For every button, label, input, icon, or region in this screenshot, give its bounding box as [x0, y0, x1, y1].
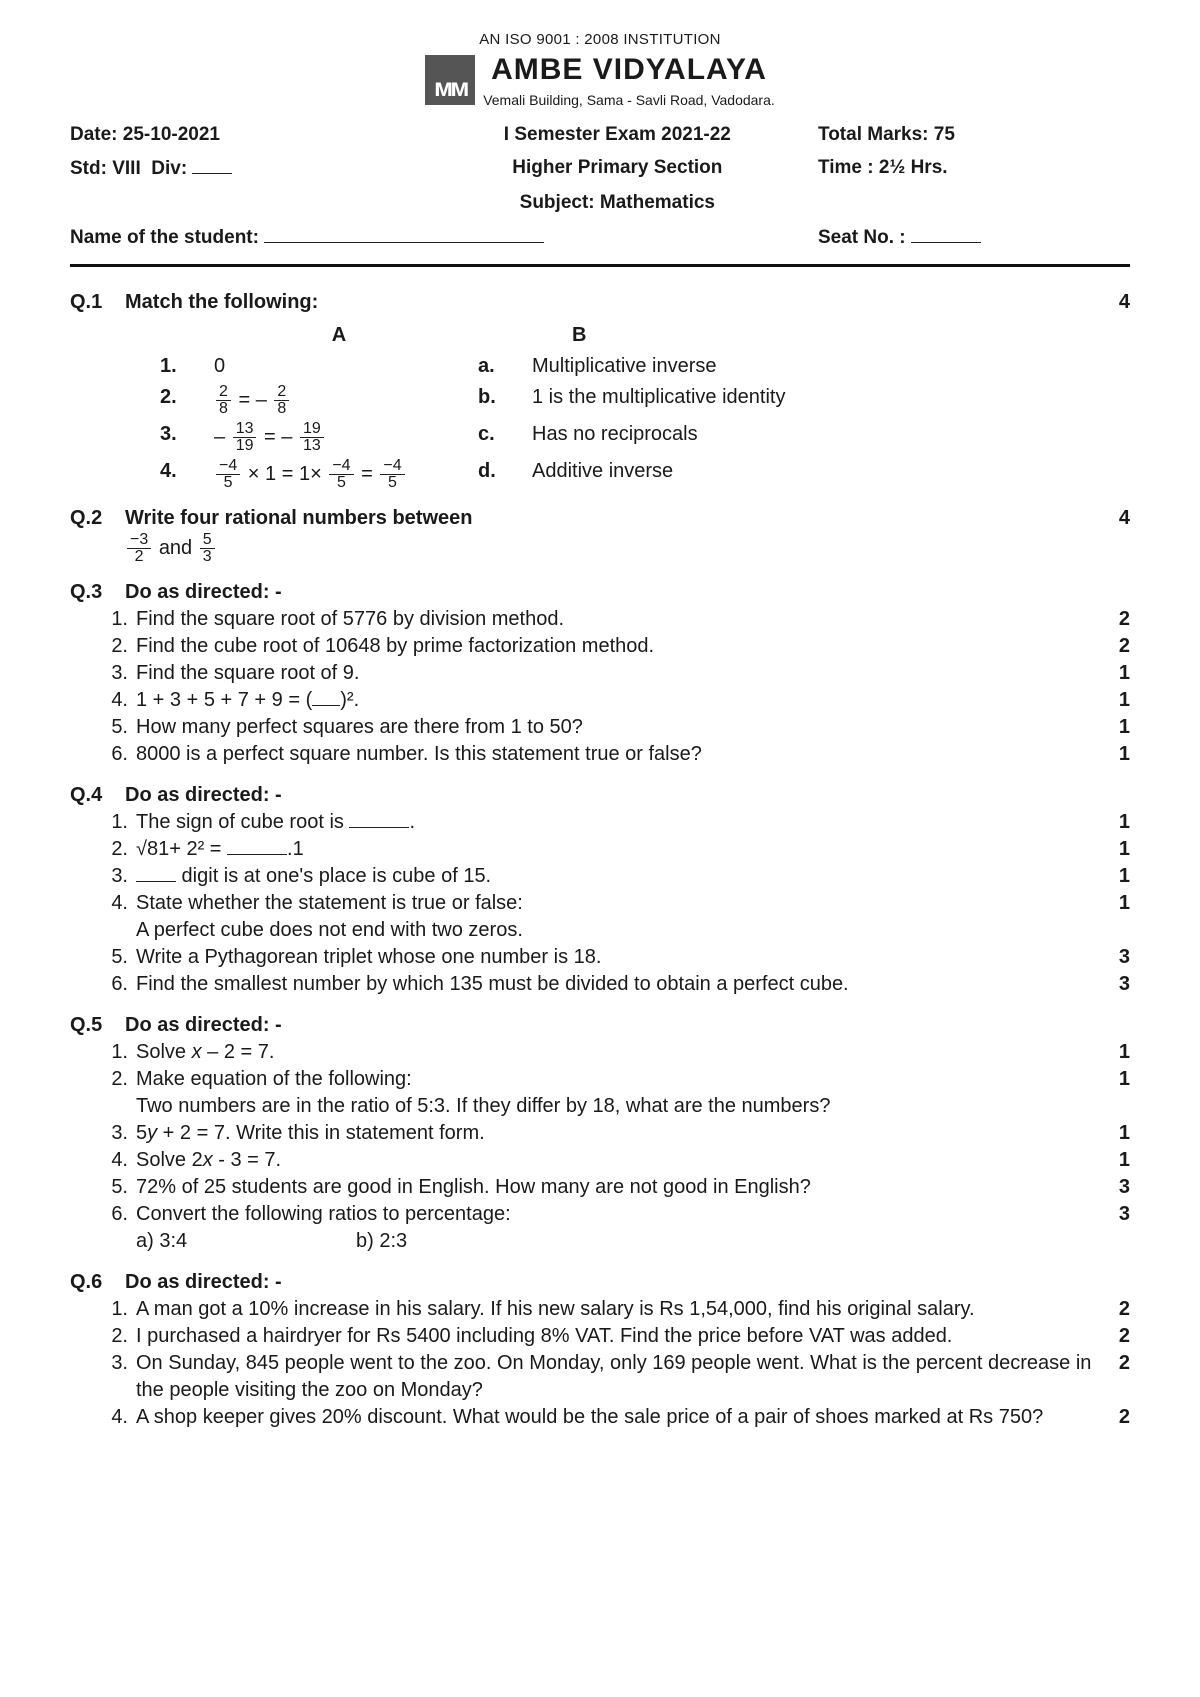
- q3-2: Find the cube root of 10648 by prime fac…: [136, 633, 1100, 660]
- date-value: 25-10-2021: [123, 124, 220, 145]
- b3-text: Has no reciprocals: [532, 421, 1130, 454]
- b4-text: Additive inverse: [532, 458, 1130, 491]
- q2-range: −32 and 53: [125, 537, 217, 559]
- q5-title: Do as directed: -: [125, 1012, 1100, 1039]
- school-address: Vemali Building, Sama - Savli Road, Vado…: [483, 91, 775, 110]
- q3-5: How many perfect squares are there from …: [136, 714, 1100, 741]
- q5-4: Solve 2x - 3 = 7.: [136, 1147, 1100, 1174]
- q3-4: 1 + 3 + 5 + 7 + 9 = ()².: [136, 687, 1100, 714]
- a4-num: 4.: [160, 458, 200, 491]
- date-label: Date:: [70, 124, 118, 145]
- q3-6: 8000 is a perfect square number. Is this…: [136, 741, 1100, 768]
- std-value: VIII: [112, 158, 141, 179]
- student-name-blank[interactable]: [264, 224, 544, 243]
- time-value: 2½ Hrs.: [879, 157, 948, 178]
- q6-2: I purchased a hairdryer for Rs 5400 incl…: [136, 1323, 1100, 1350]
- school-name: AMBE VIDYALAYA: [483, 50, 775, 91]
- time-label: Time :: [818, 157, 874, 178]
- q4-3: digit is at one's place is cube of 15.: [136, 863, 1100, 890]
- a1-text: 0: [214, 353, 464, 380]
- q2-title: Write four rational numbers between: [125, 507, 472, 529]
- q4-num: Q.4: [70, 782, 125, 809]
- q2-marks: 4: [1100, 505, 1130, 532]
- a3-num: 3.: [160, 421, 200, 454]
- seat-blank[interactable]: [911, 224, 981, 243]
- subject-value: Mathematics: [600, 192, 715, 213]
- q5-2: Make equation of the following:Two numbe…: [136, 1066, 1100, 1120]
- q1-title: Match the following:: [125, 289, 1100, 316]
- q5-3: 5y + 2 = 7. Write this in statement form…: [136, 1120, 1100, 1147]
- b1-num: a.: [478, 353, 518, 380]
- iso-line: AN ISO 9001 : 2008 INSTITUTION: [70, 30, 1130, 50]
- school-logo-icon: ᴍᴍ: [425, 55, 475, 105]
- q5-6: Convert the following ratios to percenta…: [136, 1201, 1100, 1255]
- divider: [70, 264, 1130, 267]
- q6-title: Do as directed: -: [125, 1269, 1100, 1296]
- q6-1: A man got a 10% increase in his salary. …: [136, 1296, 1100, 1323]
- section-name: Higher Primary Section: [427, 153, 808, 184]
- std-label: Std:: [70, 158, 107, 179]
- question-1: Q.1 Match the following: 4 A B 1. 0 a. M…: [70, 289, 1130, 491]
- q6-num: Q.6: [70, 1269, 125, 1296]
- a2-num: 2.: [160, 384, 200, 417]
- q3-num: Q.3: [70, 579, 125, 606]
- total-marks-value: 75: [934, 124, 955, 145]
- q5-num: Q.5: [70, 1012, 125, 1039]
- b1-text: Multiplicative inverse: [532, 353, 1130, 380]
- q1-marks: 4: [1100, 289, 1130, 316]
- q2-num: Q.2: [70, 505, 125, 532]
- a1-num: 1.: [160, 353, 200, 380]
- b2-num: b.: [478, 384, 518, 417]
- student-name-label: Name of the student:: [70, 227, 259, 248]
- q6-3: On Sunday, 845 people went to the zoo. O…: [136, 1350, 1100, 1404]
- match-grid: A B 1. 0 a. Multiplicative inverse 2. 28…: [160, 322, 1130, 491]
- q6-4: A shop keeper gives 20% discount. What w…: [136, 1404, 1100, 1431]
- q4-6: Find the smallest number by which 135 mu…: [136, 971, 1100, 998]
- q1-num: Q.1: [70, 289, 125, 316]
- question-3: Q.3 Do as directed: - 1.Find the square …: [70, 579, 1130, 768]
- subject-label: Subject:: [520, 192, 595, 213]
- b3-num: c.: [478, 421, 518, 454]
- col-b-head: B: [532, 322, 1130, 349]
- exam-title: I Semester Exam 2021-22: [427, 120, 808, 150]
- div-label: Div:: [151, 158, 187, 179]
- div-blank[interactable]: [192, 155, 232, 174]
- seat-label: Seat No. :: [818, 227, 906, 248]
- question-5: Q.5 Do as directed: - 1.Solve x – 2 = 7.…: [70, 1012, 1130, 1255]
- q4-4: State whether the statement is true or f…: [136, 890, 1100, 944]
- question-4: Q.4 Do as directed: - 1.The sign of cube…: [70, 782, 1130, 998]
- q4-title: Do as directed: -: [125, 782, 1100, 809]
- q3-title: Do as directed: -: [125, 579, 1100, 606]
- q3-3: Find the square root of 9.: [136, 660, 1100, 687]
- b4-num: d.: [478, 458, 518, 491]
- exam-info-grid: Date: 25-10-2021 I Semester Exam 2021-22…: [70, 120, 1130, 253]
- question-2: Q.2 Write four rational numbers between …: [70, 505, 1130, 565]
- a4-text: −45 × 1 = 1× −45 = −45: [214, 458, 464, 491]
- q5-1: Solve x – 2 = 7.: [136, 1039, 1100, 1066]
- q5-5: 72% of 25 students are good in English. …: [136, 1174, 1100, 1201]
- a2-text: 28 = – 28: [214, 384, 464, 417]
- a3-text: – 1319 = – 1913: [214, 421, 464, 454]
- header: AN ISO 9001 : 2008 INSTITUTION ᴍᴍ AMBE V…: [70, 30, 1130, 110]
- b2-text: 1 is the multiplicative identity: [532, 384, 1130, 417]
- col-a-head: A: [214, 322, 464, 349]
- q4-2: √81+ 2² = .1: [136, 836, 1100, 863]
- q3-1: Find the square root of 5776 by division…: [136, 606, 1100, 633]
- q4-1: The sign of cube root is .: [136, 809, 1100, 836]
- q4-5: Write a Pythagorean triplet whose one nu…: [136, 944, 1100, 971]
- question-6: Q.6 Do as directed: - 1.A man got a 10% …: [70, 1269, 1130, 1431]
- total-marks-label: Total Marks:: [818, 124, 929, 145]
